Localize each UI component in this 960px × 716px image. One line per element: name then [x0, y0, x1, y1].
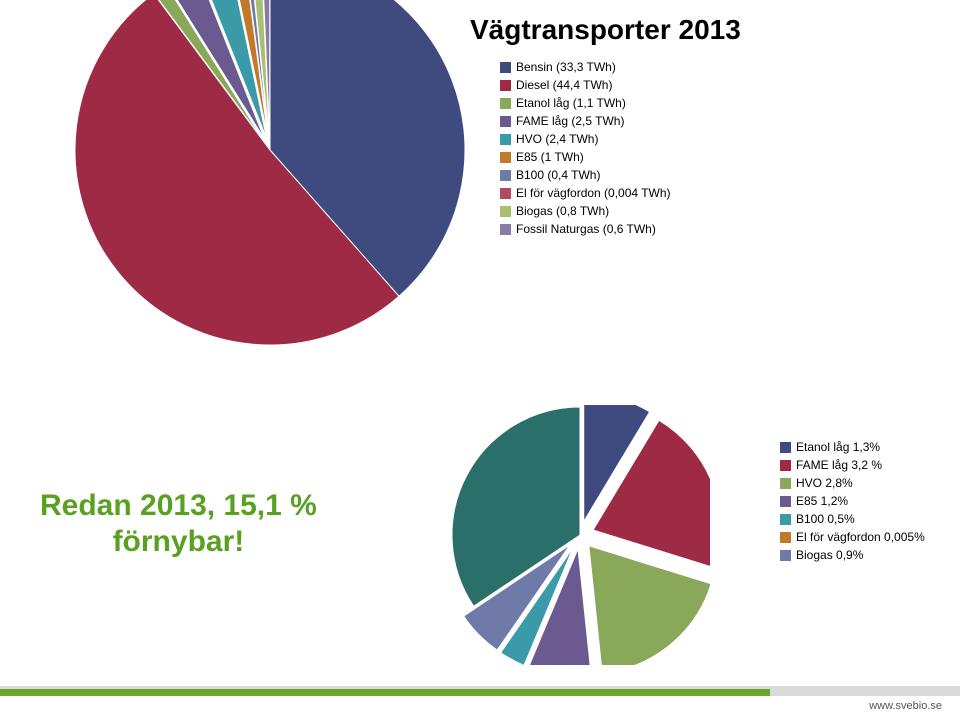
legend-label: El för vägfordon 0,005%: [796, 530, 925, 544]
legend-label: Biogas 0,9%: [796, 548, 863, 562]
legend-main: Bensin (33,3 TWh) Diesel (44,4 TWh) Etanol…: [500, 60, 671, 240]
legend-row: FAME låg 3,2 %: [780, 458, 925, 472]
legend-row: E85 1,2%: [780, 494, 925, 508]
legend-row: Biogas 0,9%: [780, 548, 925, 562]
legend-label: B100 0,5%: [796, 512, 855, 526]
legend-swatch: [780, 532, 791, 543]
legend-label: E85 1,2%: [796, 494, 848, 508]
legend-label: El för vägfordon (0,004 TWh): [516, 186, 671, 200]
legend-row: Diesel (44,4 TWh): [500, 78, 671, 92]
legend-row: El för vägfordon (0,004 TWh): [500, 186, 671, 200]
legend-swatch: [780, 514, 791, 525]
legend-row: FAME låg (2,5 TWh): [500, 114, 671, 128]
legend-label: Etanol låg 1,3%: [796, 440, 880, 454]
legend-label: HVO 2,8%: [796, 476, 853, 490]
pie-slice: [589, 546, 710, 665]
subtitle: Redan 2013, 15,1 % förnybar!: [40, 488, 317, 560]
slide: Vägtransporter 2013 Bensin (33,3 TWh) Die…: [0, 0, 960, 716]
legend-swatch: [500, 170, 511, 181]
footer-bar-green: [0, 689, 770, 696]
legend-swatch: [500, 206, 511, 217]
legend-swatch: [500, 116, 511, 127]
legend-row: B100 0,5%: [780, 512, 925, 526]
pie-chart-detail-svg: [450, 405, 710, 665]
legend-swatch: [500, 98, 511, 109]
legend-swatch: [780, 460, 791, 471]
legend-label: FAME låg 3,2 %: [796, 458, 882, 472]
slide-title: Vägtransporter 2013: [470, 14, 741, 46]
legend-row: Biogas (0,8 TWh): [500, 204, 671, 218]
legend-row: Etanol låg 1,3%: [780, 440, 925, 454]
legend-label: B100 (0,4 TWh): [516, 168, 600, 182]
legend-row: Fossil Naturgas (0,6 TWh): [500, 222, 671, 236]
legend-label: Fossil Naturgas (0,6 TWh): [516, 222, 656, 236]
legend-row: HVO (2,4 TWh): [500, 132, 671, 146]
pie-chart-main-svg: [70, 0, 470, 350]
legend-row: Bensin (33,3 TWh): [500, 60, 671, 74]
legend-label: FAME låg (2,5 TWh): [516, 114, 624, 128]
legend-swatch: [500, 152, 511, 163]
pie-chart-main: [70, 0, 470, 350]
legend-row: Etanol låg (1,1 TWh): [500, 96, 671, 110]
legend-label: Diesel (44,4 TWh): [516, 78, 612, 92]
legend-swatch: [500, 80, 511, 91]
legend-row: E85 (1 TWh): [500, 150, 671, 164]
legend-swatch: [500, 188, 511, 199]
legend-swatch: [500, 224, 511, 235]
legend-label: Bensin (33,3 TWh): [516, 60, 616, 74]
legend-swatch: [500, 134, 511, 145]
subtitle-line1: Redan 2013, 15,1 %: [40, 489, 317, 522]
legend-row: B100 (0,4 TWh): [500, 168, 671, 182]
legend-label: Biogas (0,8 TWh): [516, 204, 609, 218]
legend-label: Etanol låg (1,1 TWh): [516, 96, 626, 110]
legend-label: HVO (2,4 TWh): [516, 132, 598, 146]
legend-swatch: [780, 496, 791, 507]
legend-detail: Etanol låg 1,3% FAME låg 3,2 % HVO 2,8% E85…: [780, 440, 925, 566]
legend-row: HVO 2,8%: [780, 476, 925, 490]
legend-swatch: [780, 478, 791, 489]
legend-label: E85 (1 TWh): [516, 150, 584, 164]
subtitle-line2: förnybar!: [40, 524, 317, 560]
legend-row: El för vägfordon 0,005%: [780, 530, 925, 544]
legend-swatch: [780, 550, 791, 561]
footer-url: www.svebio.se: [869, 700, 942, 712]
pie-chart-detail: [450, 405, 710, 665]
legend-swatch: [500, 62, 511, 73]
legend-swatch: [780, 442, 791, 453]
footer-bar: [0, 686, 960, 696]
